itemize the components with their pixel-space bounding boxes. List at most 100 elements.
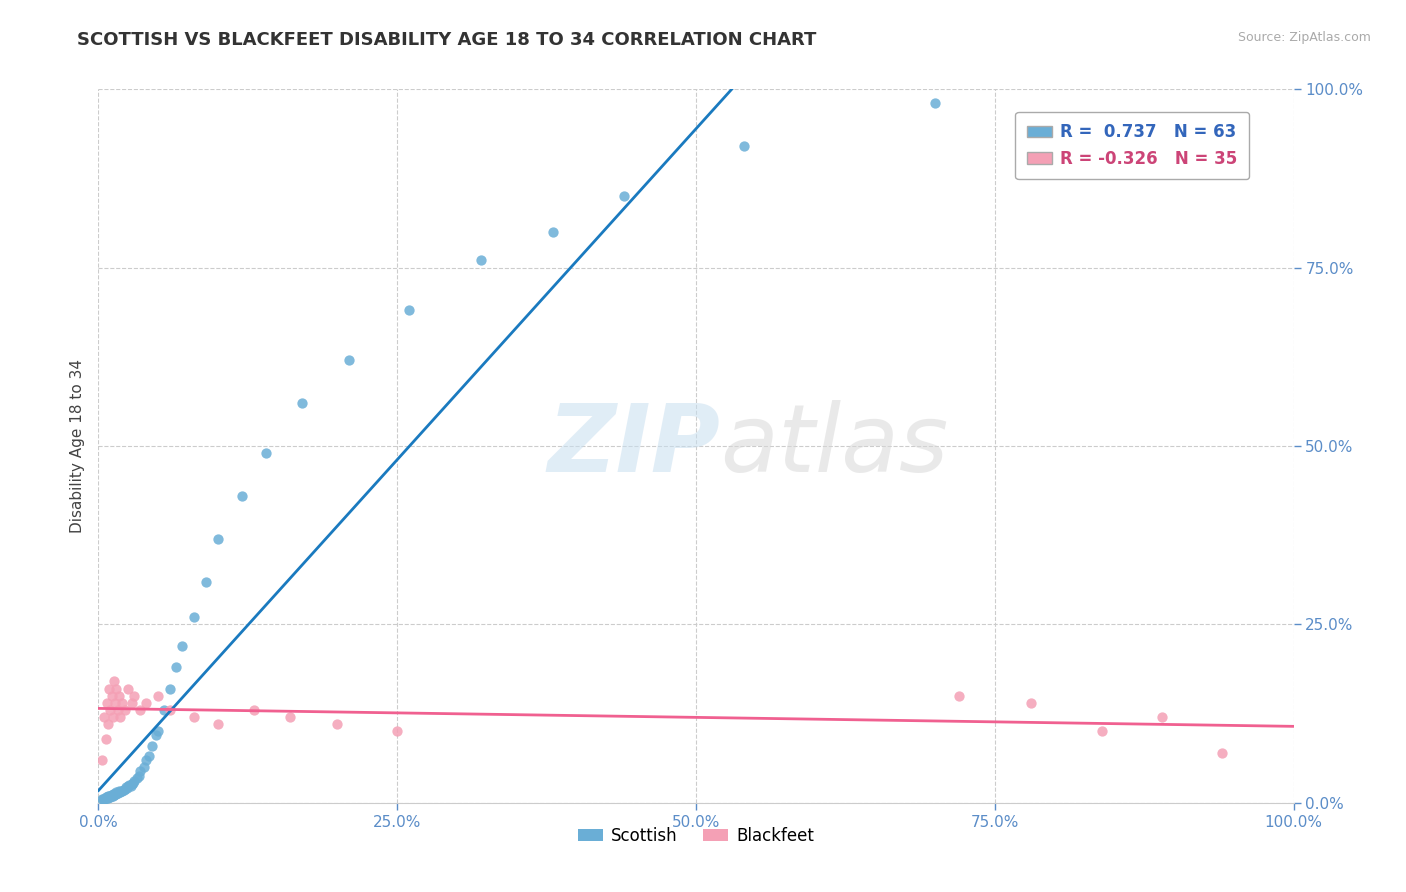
Point: [114, 703, 136, 717]
Point: [101, 787, 124, 801]
Point: [111, 784, 134, 798]
Point: [924, 96, 946, 111]
Point: [733, 139, 755, 153]
Point: [1091, 724, 1114, 739]
Point: [243, 703, 266, 717]
Text: ZIP: ZIP: [547, 400, 720, 492]
Point: [107, 703, 129, 717]
Point: [111, 696, 134, 710]
Point: [121, 777, 143, 791]
Point: [195, 574, 218, 589]
Point: [94, 790, 117, 805]
Point: [138, 749, 160, 764]
Point: [103, 674, 125, 689]
Point: [470, 253, 492, 268]
Point: [104, 696, 127, 710]
Point: [129, 703, 152, 717]
Point: [132, 760, 155, 774]
Point: [128, 769, 150, 783]
Point: [153, 703, 176, 717]
Point: [145, 728, 167, 742]
Point: [96, 696, 118, 710]
Point: [148, 689, 170, 703]
Point: [115, 780, 138, 795]
Point: [948, 689, 970, 703]
Point: [105, 785, 128, 799]
Point: [207, 717, 229, 731]
Point: [291, 396, 314, 410]
Point: [254, 446, 277, 460]
Point: [117, 681, 139, 696]
Point: [108, 785, 131, 799]
Point: [172, 639, 194, 653]
Point: [101, 710, 124, 724]
Point: [94, 790, 117, 805]
Point: [91, 753, 114, 767]
Point: [339, 353, 361, 368]
Point: [541, 225, 564, 239]
Point: [103, 788, 125, 802]
Point: [97, 789, 120, 804]
Point: [105, 787, 128, 801]
Point: [94, 731, 117, 746]
Point: [98, 790, 121, 805]
Point: [385, 724, 409, 739]
Point: [118, 778, 141, 792]
Point: [107, 786, 129, 800]
Point: [98, 789, 122, 803]
Point: [115, 780, 138, 794]
Point: [112, 783, 135, 797]
Text: atlas: atlas: [720, 401, 948, 491]
Legend: Scottish, Blackfeet: Scottish, Blackfeet: [571, 821, 821, 852]
Point: [105, 681, 128, 696]
Point: [93, 791, 115, 805]
Point: [100, 788, 122, 802]
Point: [98, 681, 121, 696]
Point: [125, 771, 148, 785]
Point: [159, 703, 181, 717]
Point: [104, 787, 127, 801]
Point: [148, 724, 170, 739]
Point: [117, 780, 139, 794]
Point: [110, 783, 132, 797]
Point: [129, 764, 152, 778]
Point: [398, 303, 420, 318]
Point: [124, 774, 146, 789]
Point: [1019, 696, 1042, 710]
Point: [107, 784, 129, 798]
Point: [121, 696, 143, 710]
Point: [98, 789, 121, 803]
Point: [124, 689, 146, 703]
Point: [96, 790, 118, 805]
Point: [103, 787, 125, 801]
Point: [183, 710, 205, 724]
Point: [96, 790, 118, 805]
Text: SCOTTISH VS BLACKFEET DISABILITY AGE 18 TO 34 CORRELATION CHART: SCOTTISH VS BLACKFEET DISABILITY AGE 18 …: [77, 31, 817, 49]
Text: Source: ZipAtlas.com: Source: ZipAtlas.com: [1237, 31, 1371, 45]
Point: [100, 789, 122, 804]
Point: [97, 790, 120, 805]
Point: [108, 710, 131, 724]
Point: [122, 776, 145, 790]
Point: [114, 781, 136, 796]
Point: [231, 489, 253, 503]
Point: [278, 710, 301, 724]
Point: [91, 792, 114, 806]
Point: [165, 660, 187, 674]
Point: [135, 696, 157, 710]
Point: [613, 189, 636, 203]
Point: [100, 689, 122, 703]
Point: [93, 710, 115, 724]
Point: [120, 779, 142, 793]
Y-axis label: Disability Age 18 to 34: Disability Age 18 to 34: [69, 359, 84, 533]
Point: [1152, 710, 1174, 724]
Point: [107, 689, 129, 703]
Point: [141, 739, 163, 753]
Point: [97, 717, 120, 731]
Point: [1211, 746, 1233, 760]
Point: [159, 681, 181, 696]
Point: [207, 532, 229, 546]
Point: [101, 789, 124, 803]
Point: [98, 703, 122, 717]
Point: [326, 717, 349, 731]
